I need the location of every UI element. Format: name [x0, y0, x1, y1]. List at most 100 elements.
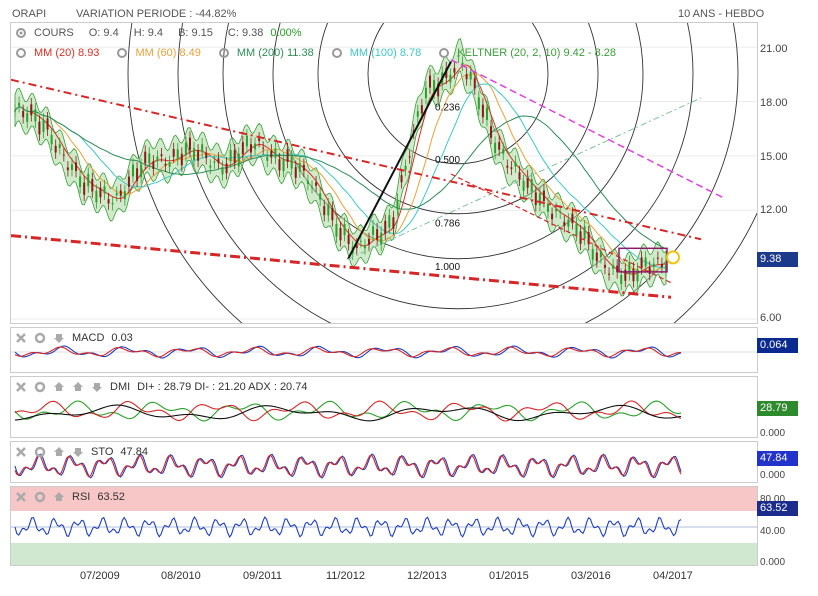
candle-body — [323, 206, 326, 216]
arrow-down-icon[interactable] — [72, 446, 84, 458]
settings-icon[interactable] — [34, 332, 46, 344]
candle-body — [172, 149, 175, 157]
candle-body — [306, 180, 309, 184]
arrow-down-icon[interactable] — [91, 381, 103, 393]
candle-body — [490, 126, 493, 138]
mm60-value: 8.49 — [179, 47, 201, 59]
settings-icon[interactable] — [34, 491, 46, 503]
candle-body — [376, 229, 379, 240]
mm60-gear-icon[interactable] — [116, 47, 128, 59]
close-icon[interactable] — [15, 491, 27, 503]
mm20-gear-icon[interactable] — [15, 47, 27, 59]
close-icon[interactable] — [15, 381, 27, 393]
price-tick-15: 15.00 — [760, 151, 788, 163]
keltner-label: KELTNER (20, 2, 10) 9.42 - 8.28 — [457, 47, 617, 59]
close-icon[interactable] — [15, 446, 27, 458]
macd-controls: MACD 0.03 — [15, 332, 133, 344]
candle-body — [140, 164, 143, 178]
candle-body — [26, 113, 29, 122]
candle-body — [420, 105, 423, 114]
candle-body — [79, 176, 82, 188]
candle-body — [91, 179, 94, 192]
candle-body — [278, 159, 281, 171]
candle-body — [652, 263, 655, 268]
fibonacci-arc — [317, 23, 599, 215]
candle-body — [518, 172, 521, 180]
candle-body — [184, 142, 187, 156]
candle-body — [42, 119, 45, 132]
price-legend-row2: MM (20) 8.93 MM (60) 8.49 MM (200) 11.38… — [15, 47, 616, 59]
mm200-line — [14, 106, 667, 250]
arrow-up-icon[interactable] — [72, 381, 84, 393]
arrow-up-icon[interactable] — [53, 381, 65, 393]
rsi-overbought-zone — [11, 487, 757, 511]
candle-body — [380, 232, 383, 245]
adx-line — [15, 404, 682, 422]
x-tick-2011: 09/2011 — [243, 570, 282, 582]
candle-body — [583, 226, 586, 239]
candle-body — [119, 190, 122, 196]
candle-body — [628, 261, 631, 275]
candle-body — [70, 164, 73, 171]
macd-line — [14, 345, 682, 359]
dmi-pane: DMI DI+ : 28.79 DI- : 21.20 ADX : 20.74 — [10, 376, 758, 438]
candle-body — [616, 265, 619, 273]
mm100-label: MM (100) 8.78 — [349, 47, 422, 59]
candle-body — [559, 211, 562, 213]
close-icon[interactable] — [15, 332, 27, 344]
candle-body — [457, 55, 460, 57]
candle-body — [99, 187, 102, 198]
keltner-gear-icon[interactable] — [438, 47, 450, 59]
candle-body — [608, 273, 611, 275]
fibonacci-baseline — [347, 61, 452, 260]
candle-body — [648, 267, 651, 274]
sto-chart — [14, 453, 682, 479]
candle-body — [176, 149, 179, 160]
candle-body — [359, 240, 362, 242]
arrow-down-icon[interactable] — [53, 332, 65, 344]
settings-icon[interactable] — [34, 381, 46, 393]
candle-body — [123, 191, 126, 200]
candle-body — [38, 121, 41, 135]
candle-body — [404, 165, 407, 170]
candle-body — [245, 135, 248, 147]
candle-body — [388, 215, 391, 228]
candle-body — [526, 176, 529, 188]
candle-body — [217, 158, 220, 163]
candle-body — [392, 217, 395, 229]
candle-body — [538, 193, 541, 206]
candle-body — [563, 221, 566, 226]
candle-body — [270, 150, 273, 158]
candle-body — [315, 182, 318, 186]
candle-body — [233, 150, 236, 163]
header-symbol: ORAPI — [12, 8, 47, 20]
candle-body — [95, 190, 98, 203]
dmi-badge: 28.79 — [757, 401, 798, 416]
settings-icon[interactable] — [15, 27, 27, 39]
mm200-gear-icon[interactable] — [218, 47, 230, 59]
candle-body — [644, 257, 647, 267]
arrow-up-icon[interactable] — [53, 491, 65, 503]
x-tick-2015: 01/2015 — [489, 570, 529, 582]
candle-body — [62, 154, 65, 156]
x-tick-2009: 07/2009 — [80, 570, 120, 582]
dmi-chart — [14, 400, 682, 422]
candle-body — [221, 167, 224, 175]
candle-body — [339, 227, 342, 241]
rsi-chart — [11, 487, 757, 565]
rsi-pane: RSI 63.52 — [10, 486, 758, 566]
candle-body — [103, 186, 106, 194]
dmi-axis-zero: 0.000 — [760, 428, 786, 439]
settings-icon[interactable] — [34, 446, 46, 458]
candle-body — [164, 163, 167, 166]
candle-body — [656, 257, 659, 259]
candle-body — [83, 182, 86, 195]
sto-axis-zero: 0.000 — [760, 470, 786, 481]
candle-body — [587, 232, 590, 245]
candle-body — [522, 180, 525, 191]
arrow-up-icon[interactable] — [53, 446, 65, 458]
candle-body — [237, 153, 240, 167]
mm100-gear-icon[interactable] — [331, 47, 343, 59]
change-value: 0.00% — [270, 27, 302, 39]
rsi-line — [14, 516, 682, 538]
